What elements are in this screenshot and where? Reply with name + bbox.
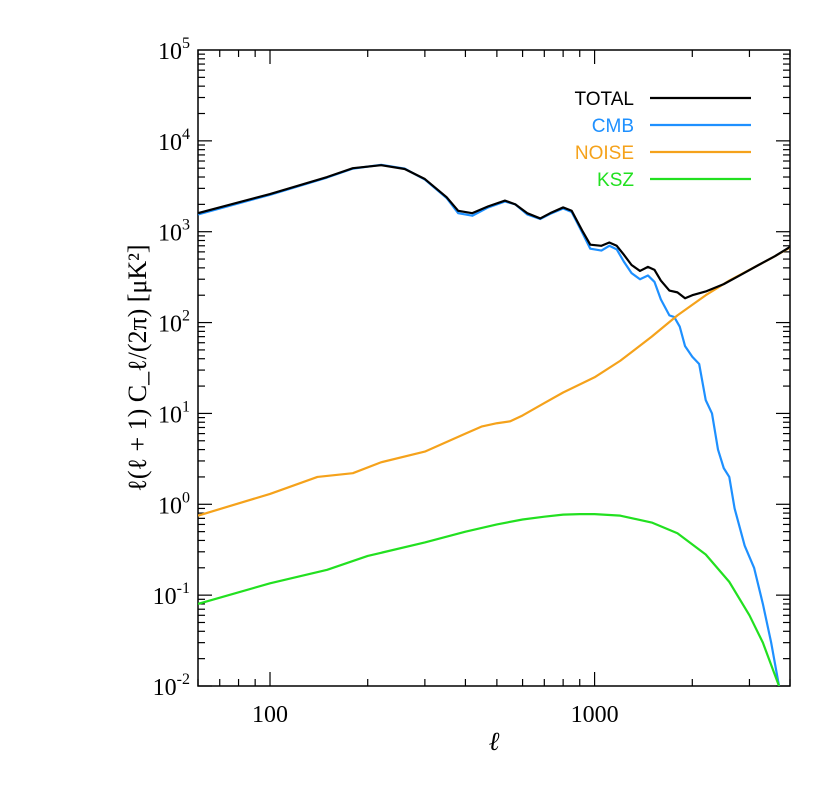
- legend-label-noise: NOISE: [575, 143, 634, 164]
- y-tick-exponent: 1: [182, 398, 190, 415]
- y-tick-base: 10: [158, 402, 182, 428]
- y-tick-base: 10: [158, 312, 182, 338]
- series-line-noise: [198, 246, 790, 517]
- legend-label-total: TOTAL: [575, 89, 634, 110]
- x-tick-label: 1000: [571, 702, 619, 728]
- y-tick-base: 10: [158, 221, 182, 247]
- x-tick-label: 100: [252, 702, 288, 728]
- series-line-total: [198, 164, 790, 300]
- y-tick-label: 102: [158, 308, 190, 338]
- y-tick-exponent: 5: [182, 35, 190, 52]
- x-axis-label: ℓ: [489, 727, 500, 756]
- y-tick-exponent: 3: [182, 217, 190, 234]
- y-axis-label: ℓ(ℓ + 1) C_ℓ/(2π) [μK²]: [123, 244, 152, 491]
- y-tick-label: 100: [158, 489, 190, 519]
- legend-label-cmb: CMB: [592, 116, 634, 137]
- y-tick-base: 10: [158, 130, 182, 156]
- y-tick-exponent: 2: [182, 308, 190, 325]
- y-tick-exponent: 4: [182, 126, 190, 143]
- y-tick-exponent: -2: [177, 671, 190, 688]
- y-tick-exponent: -1: [177, 580, 190, 597]
- axis-ticks: [197, 50, 791, 687]
- y-tick-label: 105: [158, 35, 190, 65]
- y-tick-base: 10: [158, 39, 182, 65]
- y-tick-label: 10-2: [153, 671, 190, 701]
- legend: TOTAL CMB NOISE KSZ: [575, 89, 751, 191]
- y-tick-exponent: 0: [182, 489, 190, 506]
- y-tick-label: 10-1: [153, 580, 190, 610]
- plot-frame: [197, 49, 791, 687]
- y-tick-label: 103: [158, 217, 190, 247]
- y-tick-label: 101: [158, 398, 190, 428]
- series-line-ksz: [198, 512, 781, 686]
- y-tick-label: 104: [158, 126, 190, 156]
- series-lines: [198, 163, 790, 686]
- y-tick-base: 10: [153, 584, 177, 610]
- y-tick-base: 10: [153, 675, 177, 701]
- legend-label-ksz: KSZ: [597, 170, 634, 191]
- y-tick-base: 10: [158, 493, 182, 519]
